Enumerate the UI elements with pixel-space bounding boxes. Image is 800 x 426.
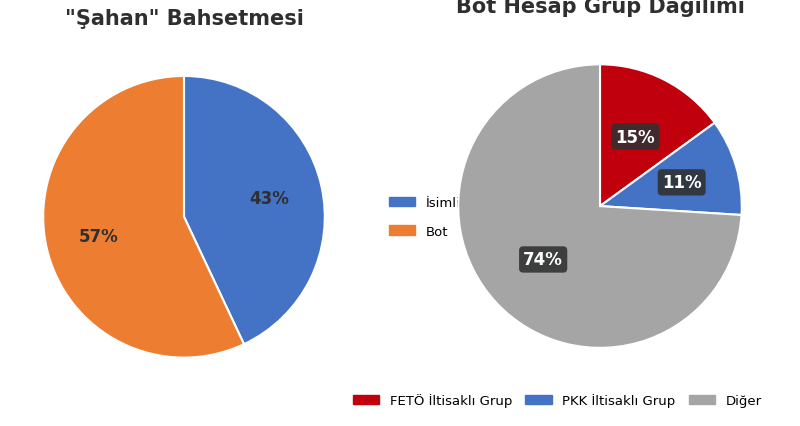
- Text: 11%: 11%: [662, 174, 702, 192]
- Title: Bot Hesap Grup Dağılımı: Bot Hesap Grup Dağılımı: [455, 0, 745, 17]
- Legend: İsimli, Bot: İsimli, Bot: [384, 191, 466, 243]
- Text: 57%: 57%: [79, 227, 118, 245]
- Wedge shape: [458, 65, 742, 348]
- Wedge shape: [600, 65, 714, 207]
- Text: 74%: 74%: [523, 251, 563, 269]
- Text: 15%: 15%: [615, 128, 655, 146]
- Text: 43%: 43%: [250, 189, 289, 207]
- Legend: FETÖ İltisaklı Grup, PKK İltisaklı Grup, Diğer: FETÖ İltisaklı Grup, PKK İltisaklı Grup,…: [348, 388, 767, 412]
- Title: "Şahan" Bahsetmesi: "Şahan" Bahsetmesi: [65, 9, 303, 29]
- Wedge shape: [43, 77, 244, 358]
- Wedge shape: [184, 77, 325, 344]
- Wedge shape: [600, 124, 742, 216]
